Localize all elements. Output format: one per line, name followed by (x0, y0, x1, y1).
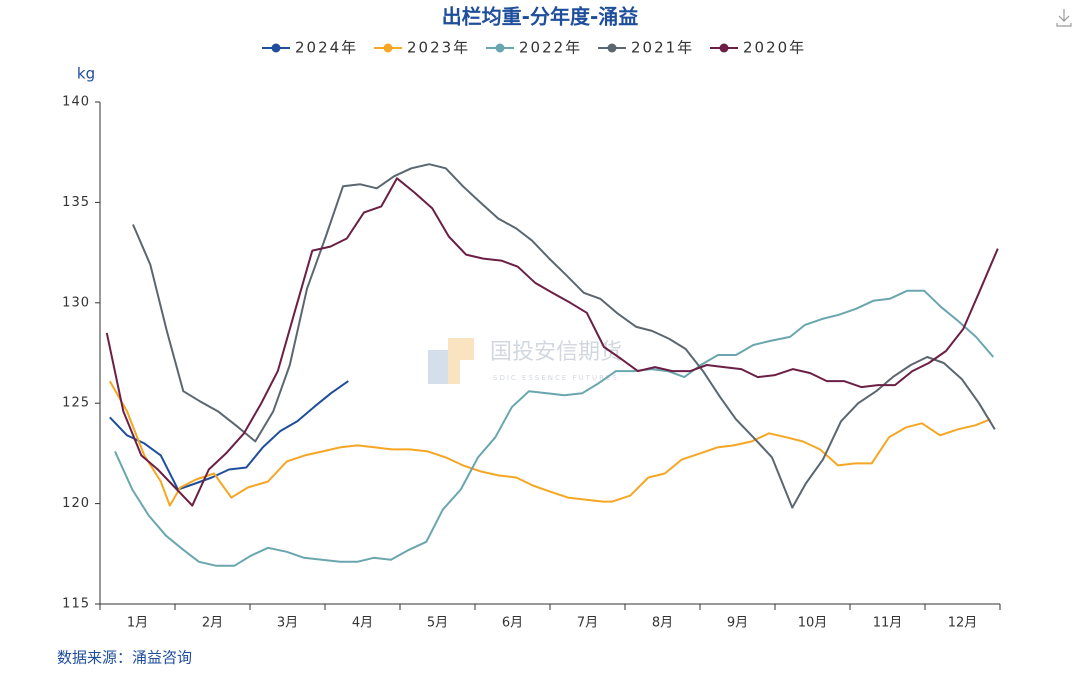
x-tick-label: 5月 (427, 616, 448, 631)
legend-marker (607, 43, 617, 53)
y-tick-label: 120 (62, 496, 90, 511)
legend-marker (719, 43, 729, 53)
x-tick-label: 12月 (948, 616, 978, 631)
x-tick-label: 11月 (873, 616, 903, 631)
data-line (105, 177, 999, 507)
data-line (132, 163, 996, 509)
y-tick-label: 130 (62, 295, 90, 310)
legend-marker (271, 43, 281, 53)
watermark-text: 国投安信期货 (490, 340, 622, 365)
legend-label: 2021年 (631, 39, 694, 57)
watermark: 国投安信期货 SDIC ESSENCE FUTURES (428, 338, 622, 384)
legend-label: 2023年 (407, 39, 470, 57)
legend-label: 2020年 (743, 39, 806, 57)
y-tick-label: 125 (62, 396, 90, 411)
legend-label: 2022年 (519, 39, 582, 57)
chart-title: 出栏均重-分年度-涌益 (442, 5, 639, 29)
y-tick-label: 140 (62, 95, 90, 110)
legend-item: 2021年 (598, 39, 694, 57)
y-tick-label: 115 (62, 597, 90, 612)
legend-item: 2020年 (710, 39, 806, 57)
watermark-logo (428, 350, 448, 384)
x-tick-label: 9月 (727, 616, 748, 631)
download-glyph[interactable] (1056, 9, 1072, 27)
legend-item: 2024年 (262, 39, 358, 57)
download-icon[interactable] (1056, 9, 1072, 27)
x-tick-label: 1月 (127, 616, 148, 631)
watermark-logo (448, 338, 474, 384)
x-tick-label: 4月 (352, 616, 373, 631)
y-axis-label: kg (77, 65, 95, 83)
legend-marker (495, 43, 505, 53)
x-tick-label: 7月 (577, 616, 598, 631)
x-tick-label: 2月 (202, 616, 223, 631)
data-line (109, 380, 349, 491)
x-tick-label: 6月 (502, 616, 523, 631)
legend-item: 2023年 (374, 39, 470, 57)
data-line (108, 380, 991, 507)
legend-marker (383, 43, 393, 53)
data-line (114, 289, 995, 567)
x-tick-label: 10月 (798, 616, 828, 631)
x-tick-label: 8月 (652, 616, 673, 631)
y-tick-label: 135 (62, 195, 90, 210)
source-note: 数据来源：涌益咨询 (57, 649, 192, 667)
x-tick-label: 3月 (277, 616, 298, 631)
legend-item: 2022年 (486, 39, 582, 57)
watermark-subtext: SDIC ESSENCE FUTURES (493, 374, 619, 382)
legend-label: 2024年 (295, 39, 358, 57)
